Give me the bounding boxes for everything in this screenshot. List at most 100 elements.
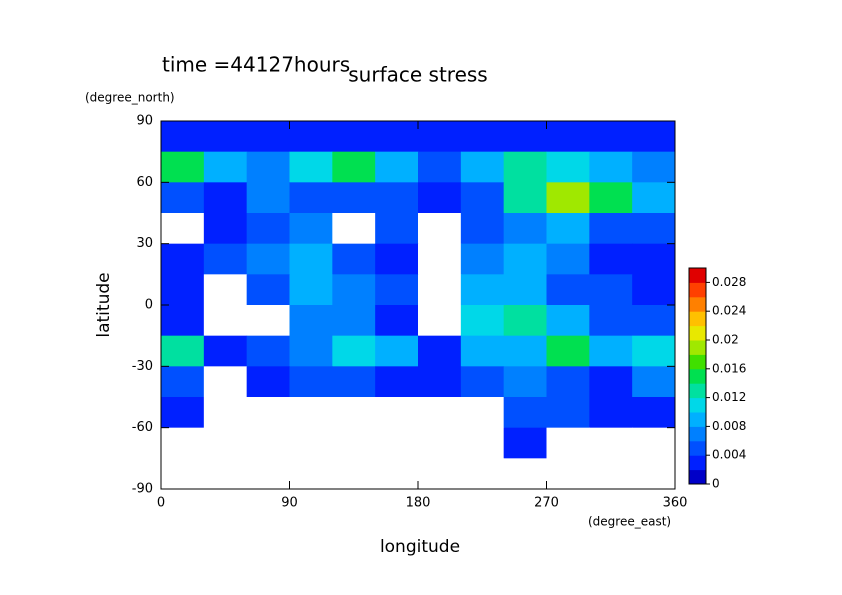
y-tick-label: 30 [136,236,153,251]
chart-subtitle: time =44127hours [162,53,350,77]
cell [332,397,376,429]
cell [161,151,205,183]
cell [289,121,333,153]
cell [203,335,248,367]
cell [546,213,590,245]
cell [503,305,547,337]
cell [375,366,419,398]
cell [632,366,676,398]
cell [161,366,205,398]
cell [546,182,590,214]
cell [203,397,248,429]
cell [289,213,333,245]
cell [589,458,633,490]
colorbar-swatch [689,383,706,399]
colorbar-tick-label: 0.024 [712,304,746,318]
y-tick-label: -30 [132,359,153,374]
cell [632,151,676,183]
cell [503,151,547,183]
cell [203,274,248,306]
cell [589,274,633,306]
cell [375,243,419,275]
cell [289,151,333,183]
cell [632,182,676,214]
cell [418,213,462,245]
cell [632,397,676,429]
cell [203,243,248,275]
cell [161,427,205,459]
cell [460,151,505,183]
cell [332,151,376,183]
cell [332,335,376,367]
cell [203,427,248,459]
cell [632,427,676,459]
cell [161,274,205,306]
cell [161,335,205,367]
cell [503,427,547,459]
cell [503,335,547,367]
colorbar-swatch [689,455,706,471]
cell [546,121,590,153]
cell [332,305,376,337]
colorbar-swatch [689,354,706,370]
x-tick-label: 360 [663,496,688,511]
cell [589,213,633,245]
cell [161,397,205,429]
cell [332,213,376,245]
cell [161,213,205,245]
colorbar-swatch [689,311,706,327]
cell [203,366,248,398]
cell [332,182,376,214]
cell [460,305,505,337]
cell [203,458,248,490]
cell [289,305,333,337]
colorbar-frame [688,267,707,485]
cell [418,427,462,459]
cell [460,213,505,245]
y-tick-label: 90 [136,114,153,129]
x-tick-label: 90 [281,496,298,511]
cell [161,182,205,214]
cell [375,151,419,183]
cell [203,305,248,337]
cell [546,151,590,183]
cell [161,458,205,490]
cell [289,458,333,490]
cell [503,182,547,214]
cell [503,121,547,153]
cell [375,427,419,459]
cell [246,213,290,245]
cell [332,243,376,275]
cell [161,305,205,337]
cell [289,274,333,306]
cell [632,121,676,153]
colorbar-swatch [689,340,706,355]
cell [589,305,633,337]
cell [546,305,590,337]
cell [418,151,462,183]
cell [332,274,376,306]
cell [418,182,462,214]
cell [418,243,462,275]
cell [375,335,419,367]
colorbar-swatch [689,325,706,341]
cell [332,427,376,459]
x-tick-label: 180 [406,496,431,511]
cell [589,151,633,183]
cell [546,243,590,275]
cell [460,243,505,275]
colorbar-swatch [689,296,706,312]
cell [632,458,676,490]
cell [246,243,290,275]
cell [460,182,505,214]
cell [203,213,248,245]
y-tick-label: -90 [132,482,153,497]
cell [289,366,333,398]
cell [589,366,633,398]
x-tick-label: 270 [534,496,559,511]
cell [503,243,547,275]
colorbar-tick-label: 0 [712,477,720,491]
cell [418,397,462,429]
cell [246,274,290,306]
